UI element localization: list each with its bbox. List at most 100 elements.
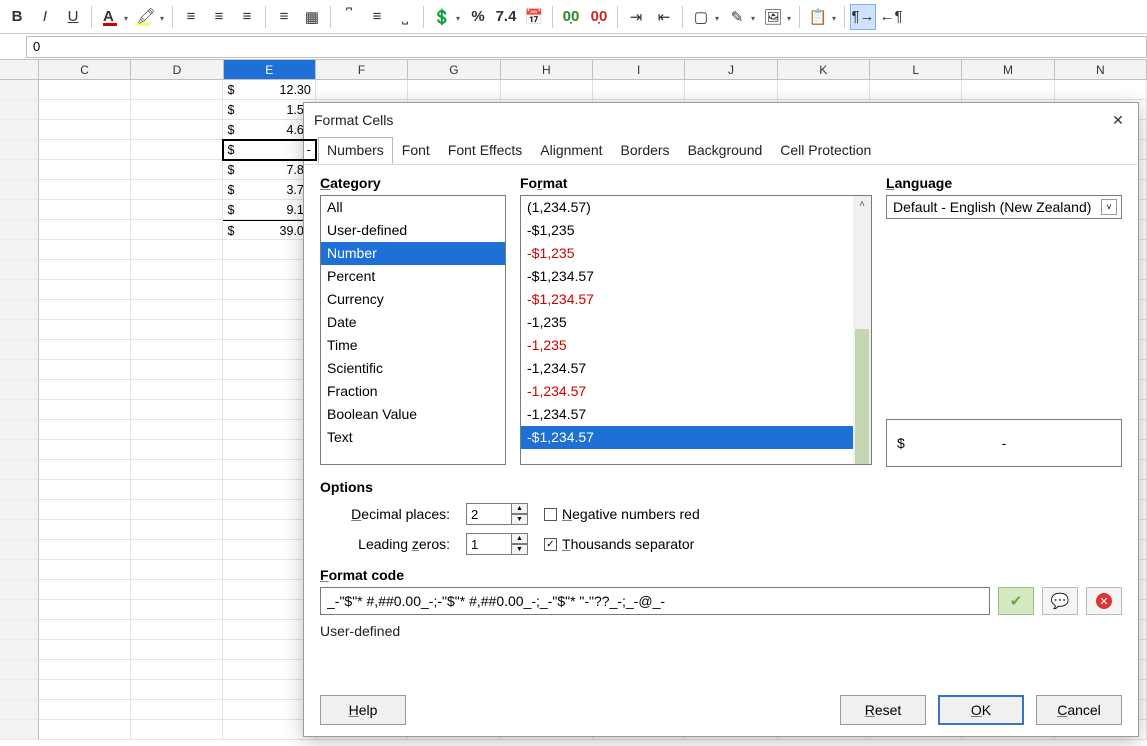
format-item[interactable]: -1,234.57 [521,357,853,380]
tab-borders[interactable]: Borders [612,137,679,164]
cell[interactable]: $39.00 [223,220,315,240]
row-header[interactable] [0,600,39,620]
tab-font[interactable]: Font [393,137,439,164]
cell[interactable]: $12.30 [223,80,315,100]
row-header[interactable] [0,720,39,740]
cell[interactable] [223,460,315,480]
cell[interactable] [223,700,315,720]
cell[interactable] [39,140,131,160]
format-list[interactable]: (1,234.57)-$1,235-$1,235-$1,234.57-$1,23… [520,195,872,465]
valign-mid-button[interactable]: ≡ [364,4,390,30]
tab-font-effects[interactable]: Font Effects [439,137,531,164]
cell[interactable] [962,80,1054,100]
cell[interactable] [39,240,131,260]
col-header[interactable]: F [316,60,408,80]
category-list[interactable]: AllUser-definedNumberPercentCurrencyDate… [320,195,506,465]
cell[interactable] [870,80,962,100]
cell[interactable] [316,80,408,100]
cell[interactable] [223,600,315,620]
format-item[interactable]: -1,235 [521,311,853,334]
cell[interactable] [131,300,223,320]
spin-down-icon[interactable]: ▼ [512,514,528,525]
cell[interactable] [131,500,223,520]
row-header[interactable] [0,640,39,660]
row-header[interactable] [0,620,39,640]
help-button[interactable]: Help [320,695,406,725]
row-header[interactable] [0,300,39,320]
cell[interactable] [39,620,131,640]
category-item[interactable]: Fraction [321,380,505,403]
tab-numbers[interactable]: Numbers [318,137,393,164]
row-header[interactable] [0,500,39,520]
cell[interactable]: $3.70 [223,180,315,200]
cell[interactable] [39,280,131,300]
cell[interactable] [1055,80,1147,100]
cell[interactable] [39,640,131,660]
cell[interactable] [223,580,315,600]
row-header[interactable] [0,420,39,440]
cell[interactable] [39,160,131,180]
scrollbar[interactable]: ˄ ˅ [853,196,871,464]
font-color-button[interactable]: A [97,4,123,30]
cell[interactable] [131,240,223,260]
category-item[interactable]: All [321,196,505,219]
cell[interactable] [223,560,315,580]
language-select[interactable]: Default - English (New Zealand) ˅ [886,195,1122,219]
cell[interactable] [131,720,223,740]
category-item[interactable]: Text [321,426,505,449]
cell[interactable] [39,400,131,420]
cell[interactable] [223,520,315,540]
borders-button[interactable]: ▢ [688,4,714,30]
cell[interactable] [131,360,223,380]
cell[interactable] [131,600,223,620]
col-header[interactable]: H [501,60,593,80]
cell[interactable] [39,720,131,740]
cell[interactable] [131,220,223,240]
cell[interactable] [131,380,223,400]
spin-up-icon[interactable]: ▲ [512,503,528,514]
cancel-button[interactable]: Cancel [1036,695,1122,725]
col-header[interactable]: C [39,60,131,80]
cell[interactable]: $7.80 [223,160,315,180]
cell[interactable] [39,180,131,200]
row-header[interactable] [0,260,39,280]
row-header[interactable] [0,400,39,420]
formula-input[interactable] [26,36,1147,58]
thousands-checkbox[interactable]: ✓ Thousands separator [544,536,694,552]
row-header[interactable] [0,380,39,400]
delete-icon[interactable]: ✕ [1086,587,1122,615]
currency-button[interactable]: 💲 [429,4,455,30]
border-style-button[interactable]: ✎ [724,4,750,30]
date-button[interactable]: 📅 [521,4,547,30]
cell[interactable] [223,480,315,500]
row-header[interactable] [0,520,39,540]
row-header[interactable] [0,240,39,260]
cell[interactable] [223,680,315,700]
cell[interactable] [131,340,223,360]
cell[interactable] [39,320,131,340]
cell[interactable] [39,580,131,600]
row-header[interactable] [0,280,39,300]
format-item[interactable]: -$1,235 [521,219,853,242]
cell[interactable] [39,480,131,500]
format-item[interactable]: -$1,235 [521,242,853,265]
cell[interactable] [39,540,131,560]
cell[interactable] [223,300,315,320]
cell[interactable] [223,500,315,520]
category-item[interactable]: Percent [321,265,505,288]
number-button[interactable]: 7.4 [493,4,519,30]
decimal-places-spinner[interactable]: ▲▼ [466,503,528,525]
cell[interactable] [223,720,315,740]
col-header[interactable]: M [962,60,1054,80]
cell[interactable] [39,520,131,540]
cell[interactable] [223,640,315,660]
category-item[interactable]: User-defined [321,219,505,242]
cell[interactable] [223,400,315,420]
category-item[interactable]: Time [321,334,505,357]
cell[interactable] [223,380,315,400]
cell[interactable] [39,560,131,580]
cell[interactable] [131,80,223,100]
cell[interactable]: $4.60 [223,120,315,140]
col-header[interactable]: G [408,60,500,80]
inc-indent-button[interactable]: ⇥ [623,4,649,30]
